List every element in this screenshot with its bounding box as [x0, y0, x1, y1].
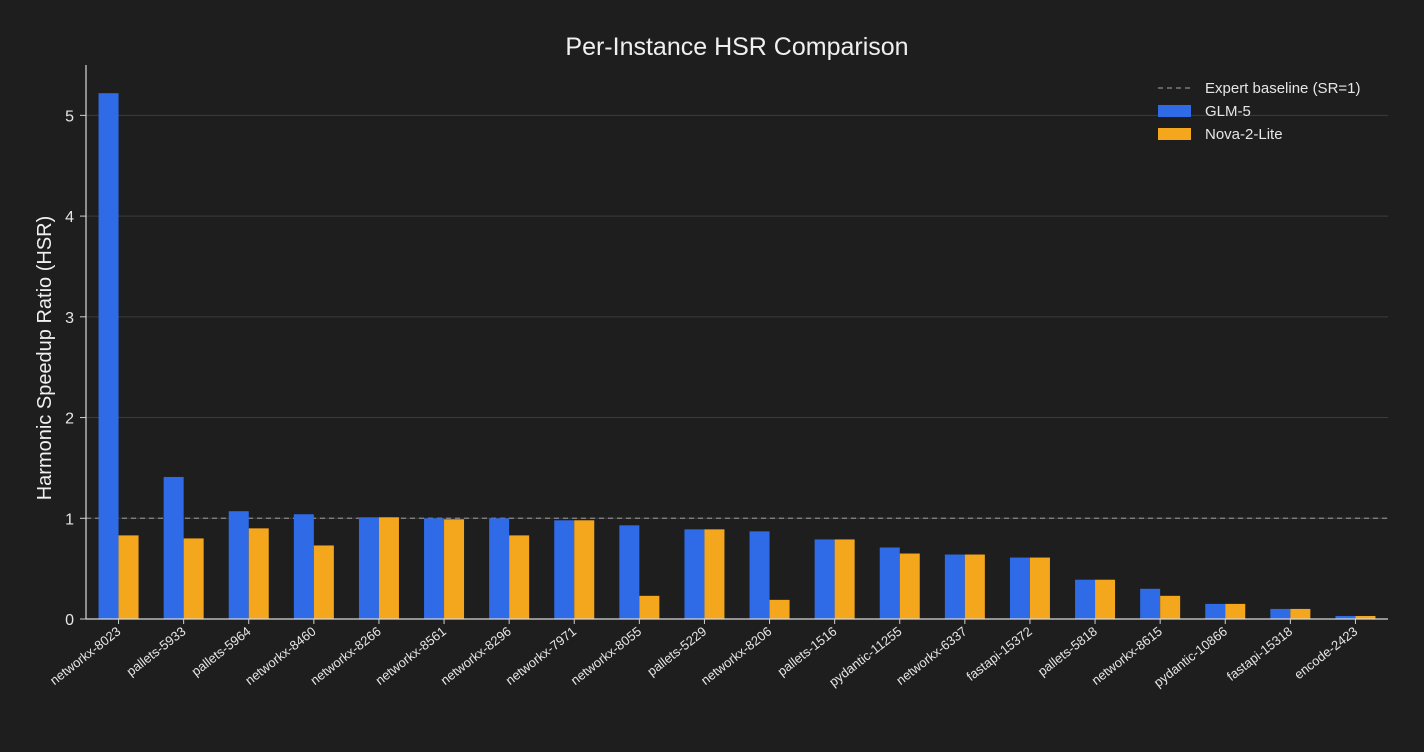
bar-glm-5: [554, 520, 575, 619]
x-ticks: networkx-8023 pallets-5933 pallets-5964net…: [47, 619, 1360, 690]
bar-glm-5: [358, 517, 379, 619]
bars: [98, 93, 1376, 620]
legend-label-glm-5: GLM-5: [1205, 103, 1251, 120]
bar-nova-2-lite: [313, 545, 334, 619]
bar-glm-5: [944, 554, 965, 619]
bar-nova-2-lite: [1160, 595, 1181, 619]
legend-label-nova-2-lite: Nova-2-Lite: [1205, 126, 1283, 143]
y-tick-label: 5: [65, 108, 74, 125]
legend: Expert baseline (SR=1) GLM-5 Nova-2-Lite: [1158, 80, 1361, 143]
chart-title: Per-Instance HSR Comparison: [565, 33, 908, 61]
x-tick-label: networkx-8055: [568, 624, 644, 688]
x-tick-label: networkx-8266: [307, 624, 383, 688]
x-tick-label: pallets-1516: [774, 624, 839, 679]
bar-nova-2-lite: [704, 529, 725, 619]
x-tick-label: networkx-8460: [242, 624, 318, 688]
x-tick-label: pallets-5933: [123, 624, 188, 679]
bar-glm-5: [749, 531, 770, 619]
bar-glm-5: [1075, 579, 1096, 619]
bar-glm-5: [424, 518, 445, 619]
x-tick-label: networkx-8206: [698, 624, 774, 688]
bar-glm-5: [1205, 603, 1226, 619]
bar-glm-5: [98, 93, 119, 620]
x-tick-label: networkx-6337: [893, 624, 969, 688]
bar-nova-2-lite: [1290, 608, 1311, 619]
bar-nova-2-lite: [378, 517, 399, 619]
bar-glm-5: [1335, 615, 1356, 619]
bar-nova-2-lite: [1029, 557, 1050, 619]
bar-glm-5: [1140, 588, 1161, 619]
bar-nova-2-lite: [899, 553, 920, 619]
bar-nova-2-lite: [183, 538, 204, 619]
y-ticks: 0 1 2 3 4 5: [65, 108, 86, 629]
x-tick-label: networkx-8296: [438, 624, 514, 688]
bar-nova-2-lite: [1225, 603, 1246, 619]
x-tick-label: pallets-5818: [1035, 624, 1100, 679]
bar-nova-2-lite: [964, 554, 985, 619]
bar-glm-5: [489, 518, 510, 619]
axes: [85, 65, 1388, 620]
bar-glm-5: [228, 511, 249, 619]
bar-glm-5: [814, 539, 835, 619]
x-tick-label: pallets-5229: [644, 624, 709, 679]
legend-baseline-label: Expert baseline (SR=1): [1205, 80, 1361, 97]
bar-nova-2-lite: [509, 535, 530, 619]
y-tick-label: 2: [65, 411, 74, 428]
bar-glm-5: [1009, 557, 1030, 619]
legend-swatch-nova-2-lite: [1158, 128, 1191, 140]
x-tick-label: networkx-8561: [372, 624, 448, 688]
x-tick-label: pallets-5964: [189, 624, 254, 679]
bar-nova-2-lite: [118, 535, 139, 619]
x-tick-label: networkx-7971: [503, 624, 579, 688]
bar-glm-5: [1270, 608, 1291, 619]
y-axis-label: Harmonic Speedup Ratio (HSR): [34, 216, 56, 501]
bar-glm-5: [619, 525, 640, 619]
bar-nova-2-lite: [444, 519, 465, 619]
y-tick-label: 4: [65, 209, 74, 226]
bar-nova-2-lite: [1355, 615, 1376, 619]
bar-glm-5: [684, 529, 705, 619]
bar-nova-2-lite: [834, 539, 855, 619]
x-tick-label: fastapi-15318: [1224, 624, 1295, 684]
bar-nova-2-lite: [769, 599, 790, 619]
bar-glm-5: [163, 476, 184, 619]
bar-glm-5: [879, 547, 900, 619]
bar-nova-2-lite: [248, 528, 269, 619]
y-tick-label: 3: [65, 310, 74, 327]
y-tick-label: 1: [65, 511, 74, 528]
bar-nova-2-lite: [639, 595, 660, 619]
legend-swatch-glm-5: [1158, 105, 1191, 117]
y-tick-label: 0: [65, 612, 74, 629]
bar-nova-2-lite: [574, 520, 595, 619]
x-tick-label: networkx-8023: [47, 624, 123, 688]
x-tick-label: encode-2423: [1291, 624, 1360, 683]
x-tick-label: fastapi-15372: [963, 624, 1034, 684]
bar-glm-5: [293, 514, 314, 619]
gridlines: [86, 114, 1388, 519]
bar-nova-2-lite: [1095, 579, 1116, 619]
